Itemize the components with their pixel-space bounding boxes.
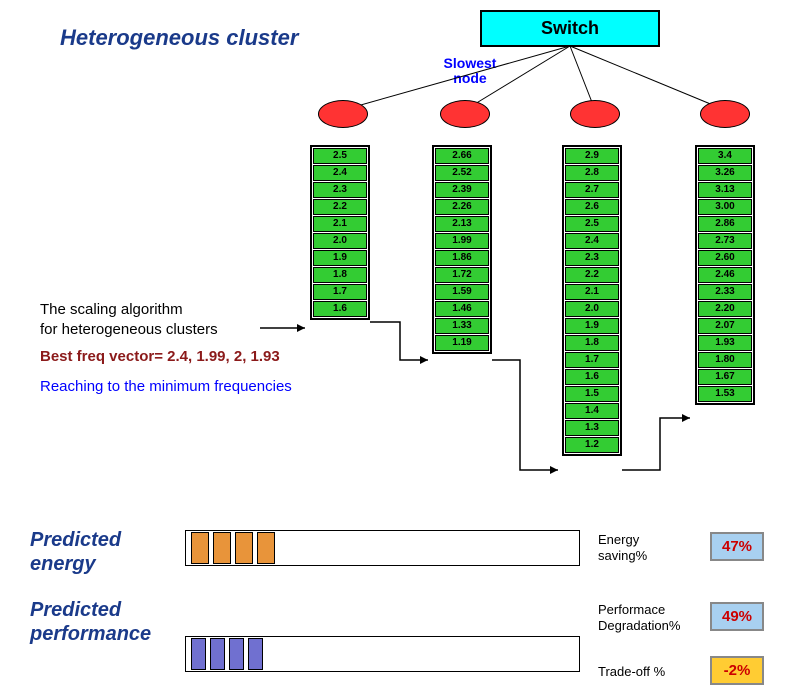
tradeoff-label: Trade-off % xyxy=(598,664,665,680)
freq-cell: 2.86 xyxy=(698,216,752,232)
bar-segment xyxy=(248,638,263,670)
freq-cell: 2.3 xyxy=(565,250,619,266)
freq-cell: 2.6 xyxy=(565,199,619,215)
freq-cell: 2.52 xyxy=(435,165,489,181)
freq-cell: 1.8 xyxy=(565,335,619,351)
freq-cell: 1.3 xyxy=(565,420,619,436)
freq-cell: 2.3 xyxy=(313,182,367,198)
bar-segment xyxy=(191,532,209,564)
bar-container xyxy=(185,636,580,672)
freq-cell: 2.60 xyxy=(698,250,752,266)
bar-segment xyxy=(229,638,244,670)
node-ellipse xyxy=(318,100,368,128)
node-ellipse xyxy=(700,100,750,128)
freq-cell: 2.1 xyxy=(565,284,619,300)
predicted-label: Predictedenergy xyxy=(30,528,121,576)
freq-cell: 2.1 xyxy=(313,216,367,232)
freq-cell: 1.46 xyxy=(435,301,489,317)
freq-cell: 1.9 xyxy=(313,250,367,266)
bar-segment xyxy=(213,532,231,564)
switch-label: Switch xyxy=(541,18,599,38)
slowest-node-label: Slowest node xyxy=(435,56,505,87)
freq-cell: 1.93 xyxy=(698,335,752,351)
tradeoff-box: -2% xyxy=(710,656,764,685)
bar-segment xyxy=(235,532,253,564)
predicted-label: Predictedperformance xyxy=(30,598,151,646)
node-ellipse xyxy=(570,100,620,128)
freq-cell: 1.6 xyxy=(313,301,367,317)
freq-cell: 1.7 xyxy=(313,284,367,300)
freq-cell: 2.39 xyxy=(435,182,489,198)
freq-cell: 3.26 xyxy=(698,165,752,181)
freq-cell: 1.7 xyxy=(565,352,619,368)
freq-cell: 2.46 xyxy=(698,267,752,283)
freq-cell: 2.9 xyxy=(565,148,619,164)
freq-cell: 2.2 xyxy=(565,267,619,283)
freq-cell: 2.7 xyxy=(565,182,619,198)
freq-cell: 1.19 xyxy=(435,335,489,351)
freq-cell: 1.59 xyxy=(435,284,489,300)
freq-cell: 1.99 xyxy=(435,233,489,249)
page-title: Heterogeneous cluster xyxy=(60,25,298,51)
bar-segment xyxy=(191,638,206,670)
freq-cell: 1.8 xyxy=(313,267,367,283)
freq-cell: 2.8 xyxy=(565,165,619,181)
bar-container xyxy=(185,530,580,566)
freq-column: 2.92.82.72.62.52.42.32.22.12.01.91.81.71… xyxy=(562,145,622,456)
freq-cell: 1.5 xyxy=(565,386,619,402)
freq-cell: 2.20 xyxy=(698,301,752,317)
metric-box: 47% xyxy=(710,532,764,561)
metric-label: PerformaceDegradation% xyxy=(598,602,680,633)
algorithm-text: The scaling algorithm for heterogeneous … xyxy=(40,300,218,339)
freq-column: 3.43.263.133.002.862.732.602.462.332.202… xyxy=(695,145,755,405)
freq-cell: 1.67 xyxy=(698,369,752,385)
freq-cell: 2.33 xyxy=(698,284,752,300)
freq-cell: 2.0 xyxy=(565,301,619,317)
freq-cell: 1.53 xyxy=(698,386,752,402)
freq-cell: 2.66 xyxy=(435,148,489,164)
freq-cell: 2.4 xyxy=(313,165,367,181)
freq-cell: 2.0 xyxy=(313,233,367,249)
freq-cell: 1.86 xyxy=(435,250,489,266)
freq-cell: 2.07 xyxy=(698,318,752,334)
freq-cell: 2.5 xyxy=(565,216,619,232)
node-ellipse xyxy=(440,100,490,128)
metric-box: 49% xyxy=(710,602,764,631)
freq-cell: 1.9 xyxy=(565,318,619,334)
freq-cell: 1.4 xyxy=(565,403,619,419)
freq-cell: 1.33 xyxy=(435,318,489,334)
freq-cell: 3.13 xyxy=(698,182,752,198)
freq-cell: 1.72 xyxy=(435,267,489,283)
metric-label: Energysaving% xyxy=(598,532,647,563)
best-freq-text: Best freq vector= 2.4, 1.99, 2, 1.93 xyxy=(40,348,280,365)
freq-cell: 1.80 xyxy=(698,352,752,368)
freq-column: 2.52.42.32.22.12.01.91.81.71.6 xyxy=(310,145,370,320)
freq-cell: 2.4 xyxy=(565,233,619,249)
freq-cell: 2.13 xyxy=(435,216,489,232)
bar-segment xyxy=(210,638,225,670)
freq-cell: 3.4 xyxy=(698,148,752,164)
reaching-text: Reaching to the minimum frequencies xyxy=(40,378,292,395)
tradeoff-value: -2% xyxy=(724,662,751,679)
freq-cell: 3.00 xyxy=(698,199,752,215)
freq-cell: 2.2 xyxy=(313,199,367,215)
freq-cell: 2.73 xyxy=(698,233,752,249)
freq-column: 2.662.522.392.262.131.991.861.721.591.46… xyxy=(432,145,492,354)
bar-segment xyxy=(257,532,275,564)
freq-cell: 2.5 xyxy=(313,148,367,164)
freq-cell: 1.2 xyxy=(565,437,619,453)
switch-box: Switch xyxy=(480,10,660,47)
freq-cell: 1.6 xyxy=(565,369,619,385)
freq-cell: 2.26 xyxy=(435,199,489,215)
